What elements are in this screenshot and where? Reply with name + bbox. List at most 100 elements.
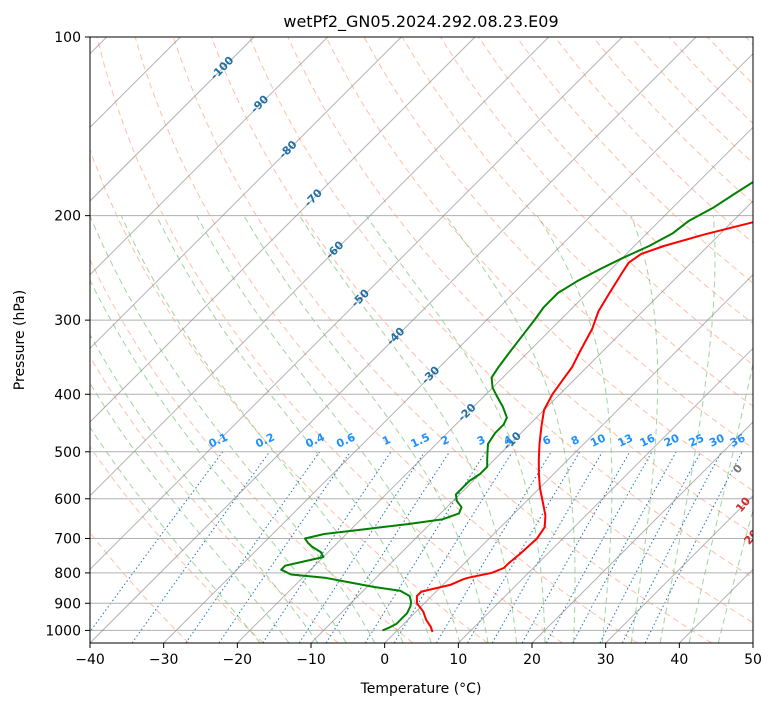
dry-adiabat-line	[745, 37, 753, 46]
mixing-ratio-line	[218, 451, 351, 643]
x-tick-label: 0	[380, 652, 389, 668]
x-tick-label: −20	[223, 652, 253, 668]
mixing-ratio-label: 1.5	[409, 431, 432, 451]
dry-adiabat-line	[172, 37, 712, 643]
dry-adiabat-line	[516, 37, 753, 284]
isotherm-line	[90, 37, 623, 571]
dry-adiabat-line	[90, 445, 264, 643]
x-tick-label: 40	[670, 652, 688, 668]
mixing-ratio-label: 1	[380, 433, 392, 448]
isotherm-line	[90, 37, 255, 202]
moist-adiabat-line	[90, 382, 290, 643]
moist-adiabat-line	[90, 215, 376, 643]
mixing-ratio-line	[185, 451, 321, 643]
moist-adiabat-label: 0	[730, 462, 745, 476]
mixing-ratio-line	[644, 451, 743, 643]
isotherm-label: -40	[384, 325, 407, 348]
mixing-ratio-label: 0.4	[304, 430, 327, 450]
dry-adiabat-line	[90, 355, 339, 643]
mixing-ratio-line	[131, 451, 271, 643]
x-tick-label: 10	[449, 652, 467, 668]
isotherm-line	[605, 494, 753, 643]
dry-adiabat-line	[325, 37, 753, 492]
mixing-ratio-label: 20	[662, 431, 682, 449]
dry-adiabat-line	[90, 148, 488, 643]
dry-adiabat-line	[439, 37, 753, 366]
y-tick-label: 900	[54, 596, 81, 612]
x-tick-label: 30	[597, 652, 615, 668]
moist-adiabat-line	[90, 426, 261, 643]
dewpoint-profile-line	[280, 180, 753, 632]
mixing-ratio-line	[325, 451, 451, 643]
mixing-ratio-label: 0.6	[334, 430, 357, 450]
moist-adiabat-label: 40	[767, 582, 775, 602]
mixing-ratio-line	[298, 451, 426, 643]
isotherm-line	[236, 126, 753, 643]
isotherm-line	[384, 273, 753, 643]
isotherm-label: -30	[419, 363, 442, 386]
isotherm-line	[310, 200, 753, 643]
isotherm-line	[90, 37, 697, 643]
y-axis-label: Pressure (hPa)	[12, 290, 28, 390]
isotherm-line	[90, 37, 402, 350]
y-tick-label: 1000	[45, 623, 81, 639]
dry-adiabat-line	[134, 37, 638, 643]
mixing-ratio-label: 6	[541, 433, 554, 448]
dry-adiabat-line	[592, 37, 753, 204]
mixing-ratio-line	[599, 451, 702, 643]
mixing-ratio-label: 16	[638, 431, 658, 449]
x-tick-label: −10	[296, 652, 326, 668]
mixing-ratio-label: 10	[588, 431, 608, 449]
isotherm-label: -100	[208, 54, 237, 83]
isotherm-line	[90, 37, 476, 423]
mixing-ratio-line	[262, 451, 392, 643]
plot-frame	[89, 36, 754, 644]
x-tick-label: 20	[523, 652, 541, 668]
dry-adiabat-line	[211, 37, 753, 624]
x-tick-label: 50	[744, 652, 762, 668]
isotherm-label: -60	[323, 238, 346, 261]
mixing-ratio-line	[435, 451, 552, 643]
x-tick-label: −40	[75, 652, 105, 668]
moist-adiabat-line	[630, 215, 659, 643]
y-tick-label: 800	[54, 566, 81, 582]
chart-title: wetPf2_GN05.2024.292.08.23.E09	[283, 12, 558, 32]
moist-adiabat-line	[90, 279, 347, 643]
mixing-ratio-label: 13	[616, 431, 635, 449]
y-tick-label: 300	[54, 313, 81, 329]
axes: −40 −30 −20 −10 0 10 20 30 40 5010009008007006005…	[45, 30, 762, 668]
isotherm-label: -20	[455, 401, 478, 424]
dry-adiabat-line	[96, 37, 563, 643]
dry-adiabat-line	[249, 37, 753, 579]
y-tick-label: 600	[54, 492, 81, 508]
isotherm-line	[90, 37, 329, 276]
x-axis-label: Temperature (°C)	[360, 681, 482, 697]
mixing-ratio-label: 3	[475, 433, 487, 448]
mixing-ratio-line	[521, 451, 631, 643]
y-tick-label: 100	[54, 30, 81, 46]
mixing-ratio-line	[90, 451, 224, 633]
dry-adiabat-line	[90, 531, 190, 643]
mixing-ratio-label: 30	[707, 431, 727, 449]
isotherm-line	[163, 52, 753, 643]
moist-adiabat-line	[120, 215, 404, 643]
isotherm-label: -90	[248, 92, 271, 115]
temperature-profile-line	[415, 221, 753, 633]
y-tick-label: 400	[54, 387, 81, 403]
moist-adiabat-label: 20	[742, 527, 762, 547]
dry-adiabat-line	[669, 37, 753, 125]
moist-adiabat-line	[365, 215, 546, 643]
isotherm-line	[90, 37, 550, 497]
x-tick-label: −30	[149, 652, 179, 668]
moist-adiabat-line	[196, 215, 461, 643]
moist-adiabat-label: 30	[753, 556, 773, 576]
mixing-ratio-line	[545, 451, 653, 643]
isotherm-line	[752, 642, 753, 643]
y-tick-label: 500	[54, 445, 81, 461]
mixing-ratio-label: 2	[439, 433, 451, 448]
moist-adiabat-line	[155, 215, 432, 643]
mixing-ratio-label: 0.2	[254, 431, 277, 451]
moist-adiabat-line	[717, 508, 753, 643]
y-tick-label: 200	[54, 209, 81, 225]
